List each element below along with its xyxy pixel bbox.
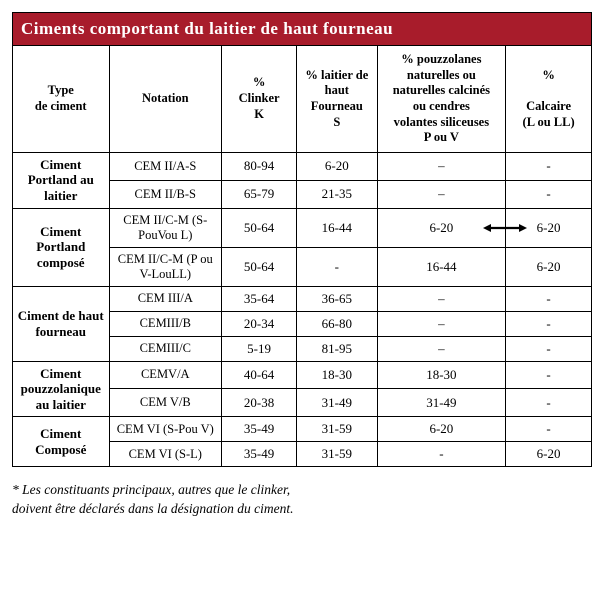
cell-notation: CEM II/B-S	[109, 180, 222, 208]
cell-pouzz: 31-49	[377, 389, 506, 417]
cell-pouzz: 18-30	[377, 361, 506, 389]
cell-clinker: 80-94	[222, 152, 297, 180]
cell-calcaire: -	[506, 180, 592, 208]
table-container: Ciments comportant du laitier de haut fo…	[12, 12, 592, 518]
type-cell: Ciment Portland composé	[13, 208, 110, 286]
table-row: Ciment de haut fourneauCEM III/A35-6436-…	[13, 286, 592, 311]
cell-pouzz: 6-20	[377, 417, 506, 442]
cell-notation: CEM II/C-M (P ou V-LouLL)	[109, 247, 222, 286]
table-title: Ciments comportant du laitier de haut fo…	[12, 12, 592, 45]
cell-clinker: 35-49	[222, 442, 297, 467]
cell-calcaire: 6-20	[506, 208, 592, 247]
type-cell: Ciment Portland au laitier	[13, 152, 110, 208]
cell-laitier: 31-59	[297, 442, 377, 467]
cell-notation: CEMV/A	[109, 361, 222, 389]
cell-calcaire: -	[506, 417, 592, 442]
cell-laitier: 21-35	[297, 180, 377, 208]
cell-notation: CEM II/A-S	[109, 152, 222, 180]
table-row: Ciment Portland au laitierCEM II/A-S80-9…	[13, 152, 592, 180]
cell-laitier: 36-65	[297, 286, 377, 311]
type-cell: Ciment de haut fourneau	[13, 286, 110, 361]
cell-calcaire: -	[506, 336, 592, 361]
cell-calcaire: -	[506, 286, 592, 311]
cell-clinker: 35-64	[222, 286, 297, 311]
cell-pouzz: –	[377, 152, 506, 180]
cell-pouzz: 6-20	[377, 208, 506, 247]
col-laitier: % laitier dehautFourneauS	[297, 46, 377, 153]
cell-clinker: 20-34	[222, 311, 297, 336]
cell-clinker: 40-64	[222, 361, 297, 389]
cell-pouzz: -	[377, 442, 506, 467]
cell-clinker: 20-38	[222, 389, 297, 417]
cell-laitier: 31-59	[297, 417, 377, 442]
table-row: Ciment Portland composéCEM II/C-M (S-Pou…	[13, 208, 592, 247]
cell-laitier: 16-44	[297, 208, 377, 247]
cell-clinker: 35-49	[222, 417, 297, 442]
cell-clinker: 50-64	[222, 247, 297, 286]
col-pouzz: % pouzzolanesnaturelles ounaturelles cal…	[377, 46, 506, 153]
cell-notation: CEM VI (S-L)	[109, 442, 222, 467]
header-row: Typede ciment Notation %ClinkerK % laiti…	[13, 46, 592, 153]
cell-notation: CEMIII/C	[109, 336, 222, 361]
col-clinker: %ClinkerK	[222, 46, 297, 153]
cell-calcaire: -	[506, 152, 592, 180]
cell-laitier: 31-49	[297, 389, 377, 417]
footnote: * Les constituants principaux, autres qu…	[12, 481, 592, 517]
cell-calcaire: -	[506, 389, 592, 417]
cell-laitier: -	[297, 247, 377, 286]
cell-pouzz: –	[377, 336, 506, 361]
cell-pouzz: –	[377, 180, 506, 208]
col-type: Typede ciment	[13, 46, 110, 153]
cell-calcaire: 6-20	[506, 247, 592, 286]
cell-laitier: 66-80	[297, 311, 377, 336]
type-cell: Ciment Composé	[13, 417, 110, 467]
cell-laitier: 6-20	[297, 152, 377, 180]
cell-calcaire: -	[506, 311, 592, 336]
cell-pouzz: –	[377, 286, 506, 311]
col-notation: Notation	[109, 46, 222, 153]
cell-notation: CEM VI (S-Pou V)	[109, 417, 222, 442]
cell-pouzz: –	[377, 311, 506, 336]
cell-calcaire: -	[506, 361, 592, 389]
cement-table: Typede ciment Notation %ClinkerK % laiti…	[12, 45, 592, 467]
cell-calcaire: 6-20	[506, 442, 592, 467]
cell-laitier: 18-30	[297, 361, 377, 389]
cell-clinker: 65-79	[222, 180, 297, 208]
cell-notation: CEM II/C-M (S-PouVou L)	[109, 208, 222, 247]
cell-laitier: 81-95	[297, 336, 377, 361]
cell-notation: CEM V/B	[109, 389, 222, 417]
table-row: Ciment ComposéCEM VI (S-Pou V)35-4931-59…	[13, 417, 592, 442]
table-body: Ciment Portland au laitierCEM II/A-S80-9…	[13, 152, 592, 467]
cell-notation: CEM III/A	[109, 286, 222, 311]
type-cell: Ciment pouzzolanique au laitier	[13, 361, 110, 417]
cell-notation: CEMIII/B	[109, 311, 222, 336]
table-row: Ciment pouzzolanique au laitierCEMV/A40-…	[13, 361, 592, 389]
cell-clinker: 5-19	[222, 336, 297, 361]
col-calcaire: %Calcaire(L ou LL)	[506, 46, 592, 153]
cell-clinker: 50-64	[222, 208, 297, 247]
cell-pouzz: 16-44	[377, 247, 506, 286]
